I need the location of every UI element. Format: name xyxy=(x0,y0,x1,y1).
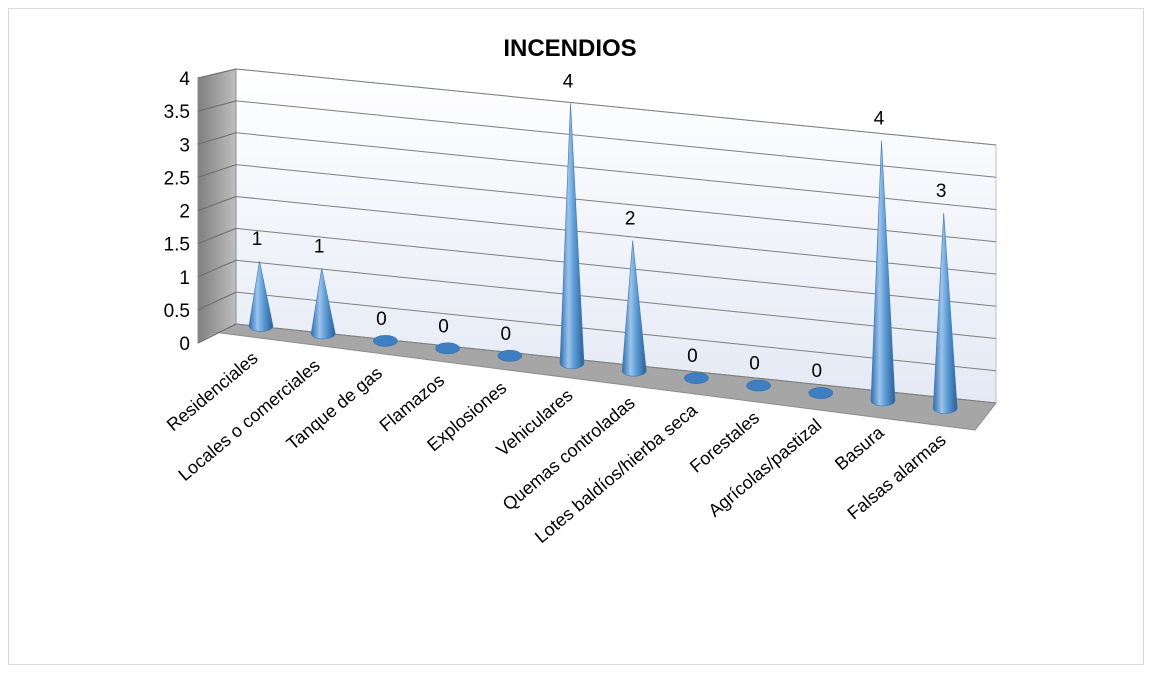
gridline xyxy=(235,323,997,404)
cone-10 xyxy=(808,387,834,399)
cone-5 xyxy=(497,349,523,362)
cone-base xyxy=(684,372,709,384)
category-label: Quemas controladas xyxy=(499,392,639,514)
category-label: Locales o comerciales xyxy=(174,355,323,485)
side-gridline xyxy=(197,259,237,278)
cone-1 xyxy=(248,260,274,332)
gridline xyxy=(235,100,997,178)
chart-title: INCENDIOS xyxy=(503,35,636,62)
side-gridline xyxy=(197,196,237,211)
category-label: Flamazos xyxy=(376,370,449,435)
y-tick-label: 3 xyxy=(179,135,190,156)
gridline xyxy=(235,196,997,275)
cone-body xyxy=(932,212,958,414)
cone-3 xyxy=(373,335,398,347)
side-gridline xyxy=(197,323,237,344)
cone-11 xyxy=(870,140,896,407)
gridline xyxy=(235,132,997,210)
y-tick-label: 4 xyxy=(179,69,190,90)
cone-body xyxy=(248,260,274,332)
data-label: 3 xyxy=(936,181,947,202)
cone-8 xyxy=(684,372,709,384)
side-gridline xyxy=(197,227,237,245)
cone-2 xyxy=(310,268,336,340)
y-axis-ticks: 0 0.5 1 1.5 2 2.5 3 3.5 4 xyxy=(164,69,191,355)
cone-base xyxy=(497,349,523,362)
data-label: 0 xyxy=(749,354,760,375)
y-tick-label: 0.5 xyxy=(164,301,190,322)
cone-base xyxy=(746,379,771,392)
cone-4 xyxy=(435,342,460,355)
cone-body xyxy=(870,140,896,407)
y-tick-label: 1.5 xyxy=(164,235,190,256)
cone-series xyxy=(248,103,958,414)
cone-body xyxy=(559,103,585,370)
side-gridline xyxy=(197,132,237,145)
data-label: 4 xyxy=(874,109,885,130)
cone-6 xyxy=(559,103,585,370)
gridlines xyxy=(197,68,997,404)
gridline xyxy=(235,164,997,243)
data-label: 0 xyxy=(438,316,449,337)
data-label: 2 xyxy=(625,209,636,230)
y-tick-label: 2 xyxy=(179,202,190,223)
cone-base xyxy=(373,335,398,347)
gridline xyxy=(235,68,997,146)
data-label: 0 xyxy=(376,309,387,330)
data-labels: 1 1 0 0 0 4 2 0 0 0 4 3 xyxy=(252,71,947,382)
cone-body xyxy=(310,268,336,340)
gridline xyxy=(235,227,997,307)
gridline xyxy=(235,259,997,339)
y-tick-label: 1 xyxy=(179,268,190,289)
side-gridline xyxy=(197,291,237,311)
cone-base xyxy=(435,342,460,355)
data-label: 0 xyxy=(687,346,698,367)
y-tick-label: 2.5 xyxy=(164,168,190,189)
data-label: 4 xyxy=(563,71,574,92)
cone-12 xyxy=(932,212,958,414)
data-label: 0 xyxy=(501,324,512,345)
gridline xyxy=(235,291,997,372)
category-label: Basura xyxy=(831,422,888,475)
side-gridline xyxy=(197,164,237,178)
y-tick-label: 3.5 xyxy=(164,102,190,123)
cone-base xyxy=(808,387,834,399)
data-label: 1 xyxy=(314,236,325,257)
side-gridline xyxy=(197,100,237,112)
y-tick-label: 0 xyxy=(179,334,190,355)
data-label: 0 xyxy=(812,361,823,382)
side-gridline xyxy=(197,68,237,79)
cone-9 xyxy=(746,379,771,392)
cone-body xyxy=(621,240,647,377)
data-label: 1 xyxy=(252,229,263,250)
cone-7 xyxy=(621,240,647,377)
plot-walls xyxy=(197,68,997,431)
